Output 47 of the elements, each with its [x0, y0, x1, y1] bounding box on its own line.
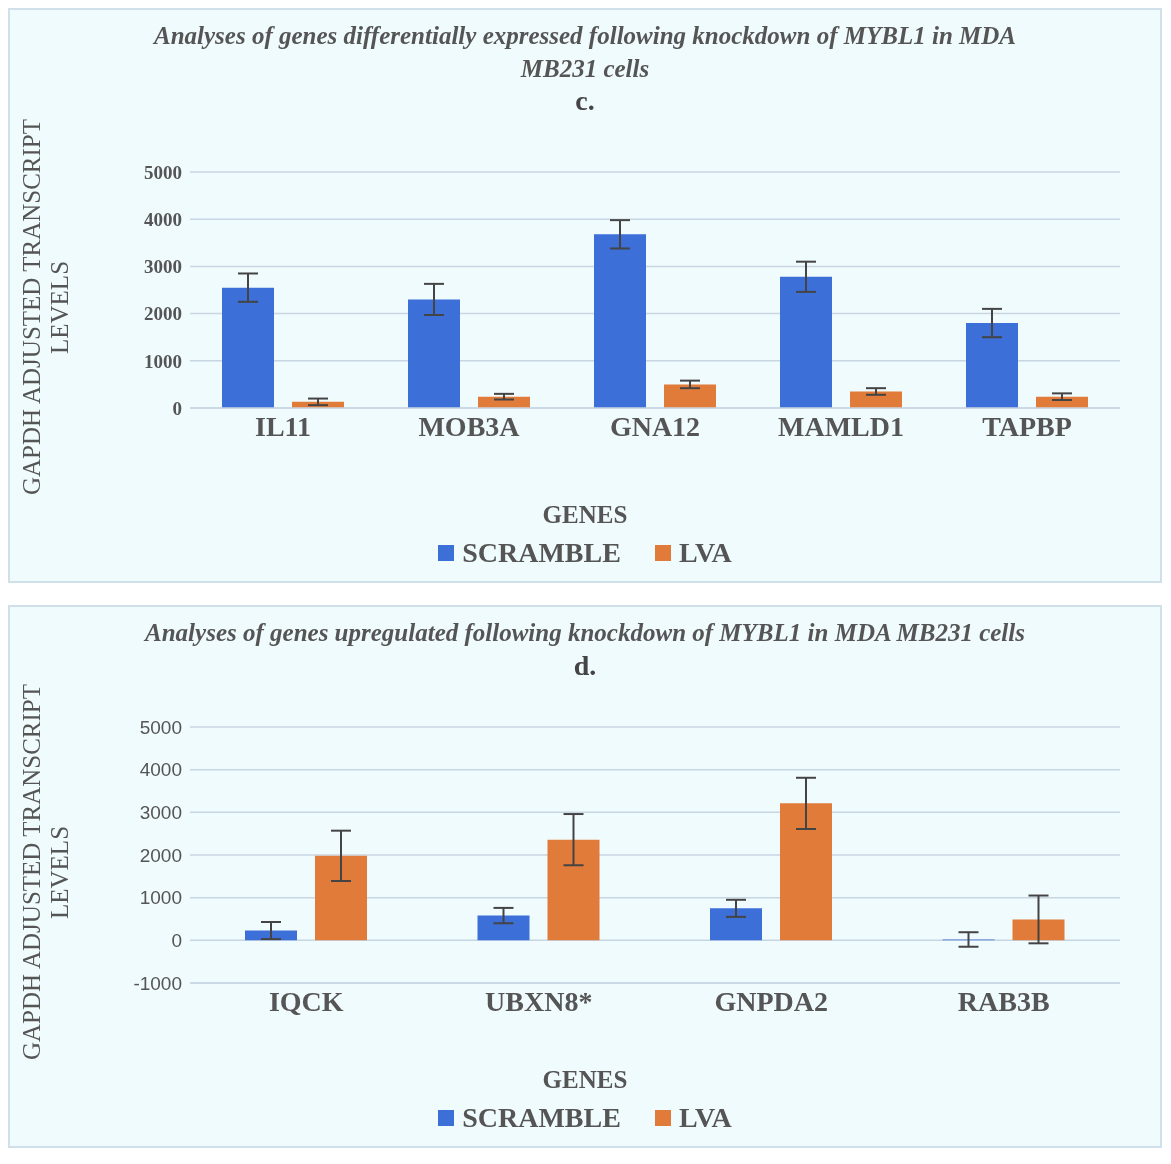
x-tick-label: MOB3A — [418, 410, 521, 442]
bar — [780, 802, 832, 940]
legend-label: SCRAMBLE — [462, 537, 621, 569]
bar — [222, 287, 274, 408]
x-tick-label: GNA12 — [609, 410, 701, 442]
legend-label: SCRAMBLE — [462, 1101, 621, 1134]
y-tick-label: 3000 — [144, 256, 182, 278]
bar — [780, 276, 832, 408]
bar — [710, 907, 762, 940]
x-axis-title: GENES — [541, 501, 629, 529]
y-tick-label: 2000 — [139, 844, 182, 866]
chart-subtitle: c. — [574, 85, 596, 117]
y-tick-label: 1000 — [144, 350, 182, 372]
y-tick-label: 0 — [171, 929, 182, 951]
chart-title: Analyses of genes upregulated following knockdown of MYBL1 in MDA MB231 cells — [142, 618, 1026, 648]
bar — [594, 234, 646, 408]
y-tick-label: 3000 — [139, 801, 182, 823]
legend-label: LVA — [678, 1101, 732, 1134]
bar — [547, 839, 600, 940]
x-tick-label: IL11 — [254, 410, 312, 442]
chart-subtitle: d. — [572, 649, 598, 682]
x-tick-label: GNPDA2 — [714, 985, 829, 1017]
bar — [664, 384, 716, 408]
y-tick-label: 0 — [172, 397, 182, 419]
x-tick-label: UBXN8* — [485, 985, 593, 1017]
y-tick-label: 1000 — [139, 886, 182, 908]
x-tick-label: IQCK — [268, 985, 344, 1017]
bar — [850, 391, 902, 408]
x-tick-label: RAB3B — [957, 985, 1050, 1017]
x-tick-label: MAMLD1 — [778, 410, 904, 442]
y-tick-label: -1000 — [133, 972, 182, 994]
bar — [966, 323, 1018, 408]
bar — [477, 915, 530, 940]
chart-title: Analyses of genes differentially expressed following knockdown of MYBL1 in MDA MB231 cells — [151, 21, 1018, 84]
y-axis-title: GAPDH ADJUSTED TRANSCRIPT LEVELS — [17, 682, 73, 1062]
x-tick-label: TAPBP — [982, 410, 1072, 442]
y-axis-title: GAPDH ADJUSTED TRANSCRIPT LEVELS — [17, 118, 73, 497]
y-tick-label: 4000 — [144, 208, 182, 230]
bar — [1012, 918, 1065, 940]
bar — [408, 299, 460, 408]
y-tick-label: 4000 — [139, 758, 182, 780]
y-tick-label: 5000 — [139, 716, 182, 738]
y-tick-label: 2000 — [144, 303, 182, 325]
legend-label: LVA — [678, 537, 732, 569]
y-tick-label: 5000 — [144, 161, 182, 183]
x-axis-title: GENES — [541, 1065, 629, 1094]
bar — [315, 855, 367, 940]
